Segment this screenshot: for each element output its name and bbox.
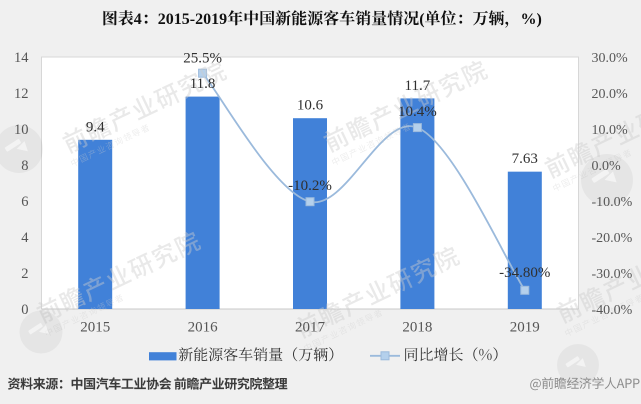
svg-text:0.0%: 0.0% xyxy=(592,159,622,174)
svg-text:%): %) xyxy=(521,11,542,28)
svg-text:-20.0%: -20.0% xyxy=(592,231,633,246)
svg-text:7.63: 7.63 xyxy=(512,151,538,167)
svg-text:10.4%: 10.4% xyxy=(398,104,437,120)
svg-text:10: 10 xyxy=(14,122,29,138)
svg-text:10.6: 10.6 xyxy=(297,98,324,114)
svg-text:(: ( xyxy=(419,11,424,28)
svg-text:25.5%: 25.5% xyxy=(183,50,222,66)
svg-text:2015: 2015 xyxy=(80,319,110,335)
svg-text:6: 6 xyxy=(21,194,28,210)
svg-text:0: 0 xyxy=(21,302,28,318)
svg-text:-10.0%: -10.0% xyxy=(592,195,633,210)
svg-text:14: 14 xyxy=(14,50,29,66)
svg-text:12: 12 xyxy=(14,86,29,102)
svg-text:2015-2019: 2015-2019 xyxy=(158,11,227,28)
svg-text:2017: 2017 xyxy=(295,319,326,335)
svg-text:10.0%: 10.0% xyxy=(592,123,629,138)
svg-text:-30.0%: -30.0% xyxy=(592,267,633,282)
svg-text:20.0%: 20.0% xyxy=(592,87,629,102)
svg-text:9.4: 9.4 xyxy=(86,119,105,135)
svg-text:30.0%: 30.0% xyxy=(592,51,629,66)
svg-text:2019: 2019 xyxy=(510,319,540,335)
svg-text:-10.2%: -10.2% xyxy=(288,178,332,194)
svg-text:4: 4 xyxy=(21,230,29,246)
svg-text:-34.80%: -34.80% xyxy=(499,265,550,281)
svg-text:-40.0%: -40.0% xyxy=(592,303,633,318)
svg-text:11.7: 11.7 xyxy=(405,78,431,94)
svg-text:11.8: 11.8 xyxy=(190,76,216,92)
svg-text:4: 4 xyxy=(134,11,142,28)
svg-text:8: 8 xyxy=(21,158,28,174)
svg-text:2016: 2016 xyxy=(188,319,219,335)
svg-text:2: 2 xyxy=(21,266,28,282)
svg-text:2018: 2018 xyxy=(402,319,432,335)
